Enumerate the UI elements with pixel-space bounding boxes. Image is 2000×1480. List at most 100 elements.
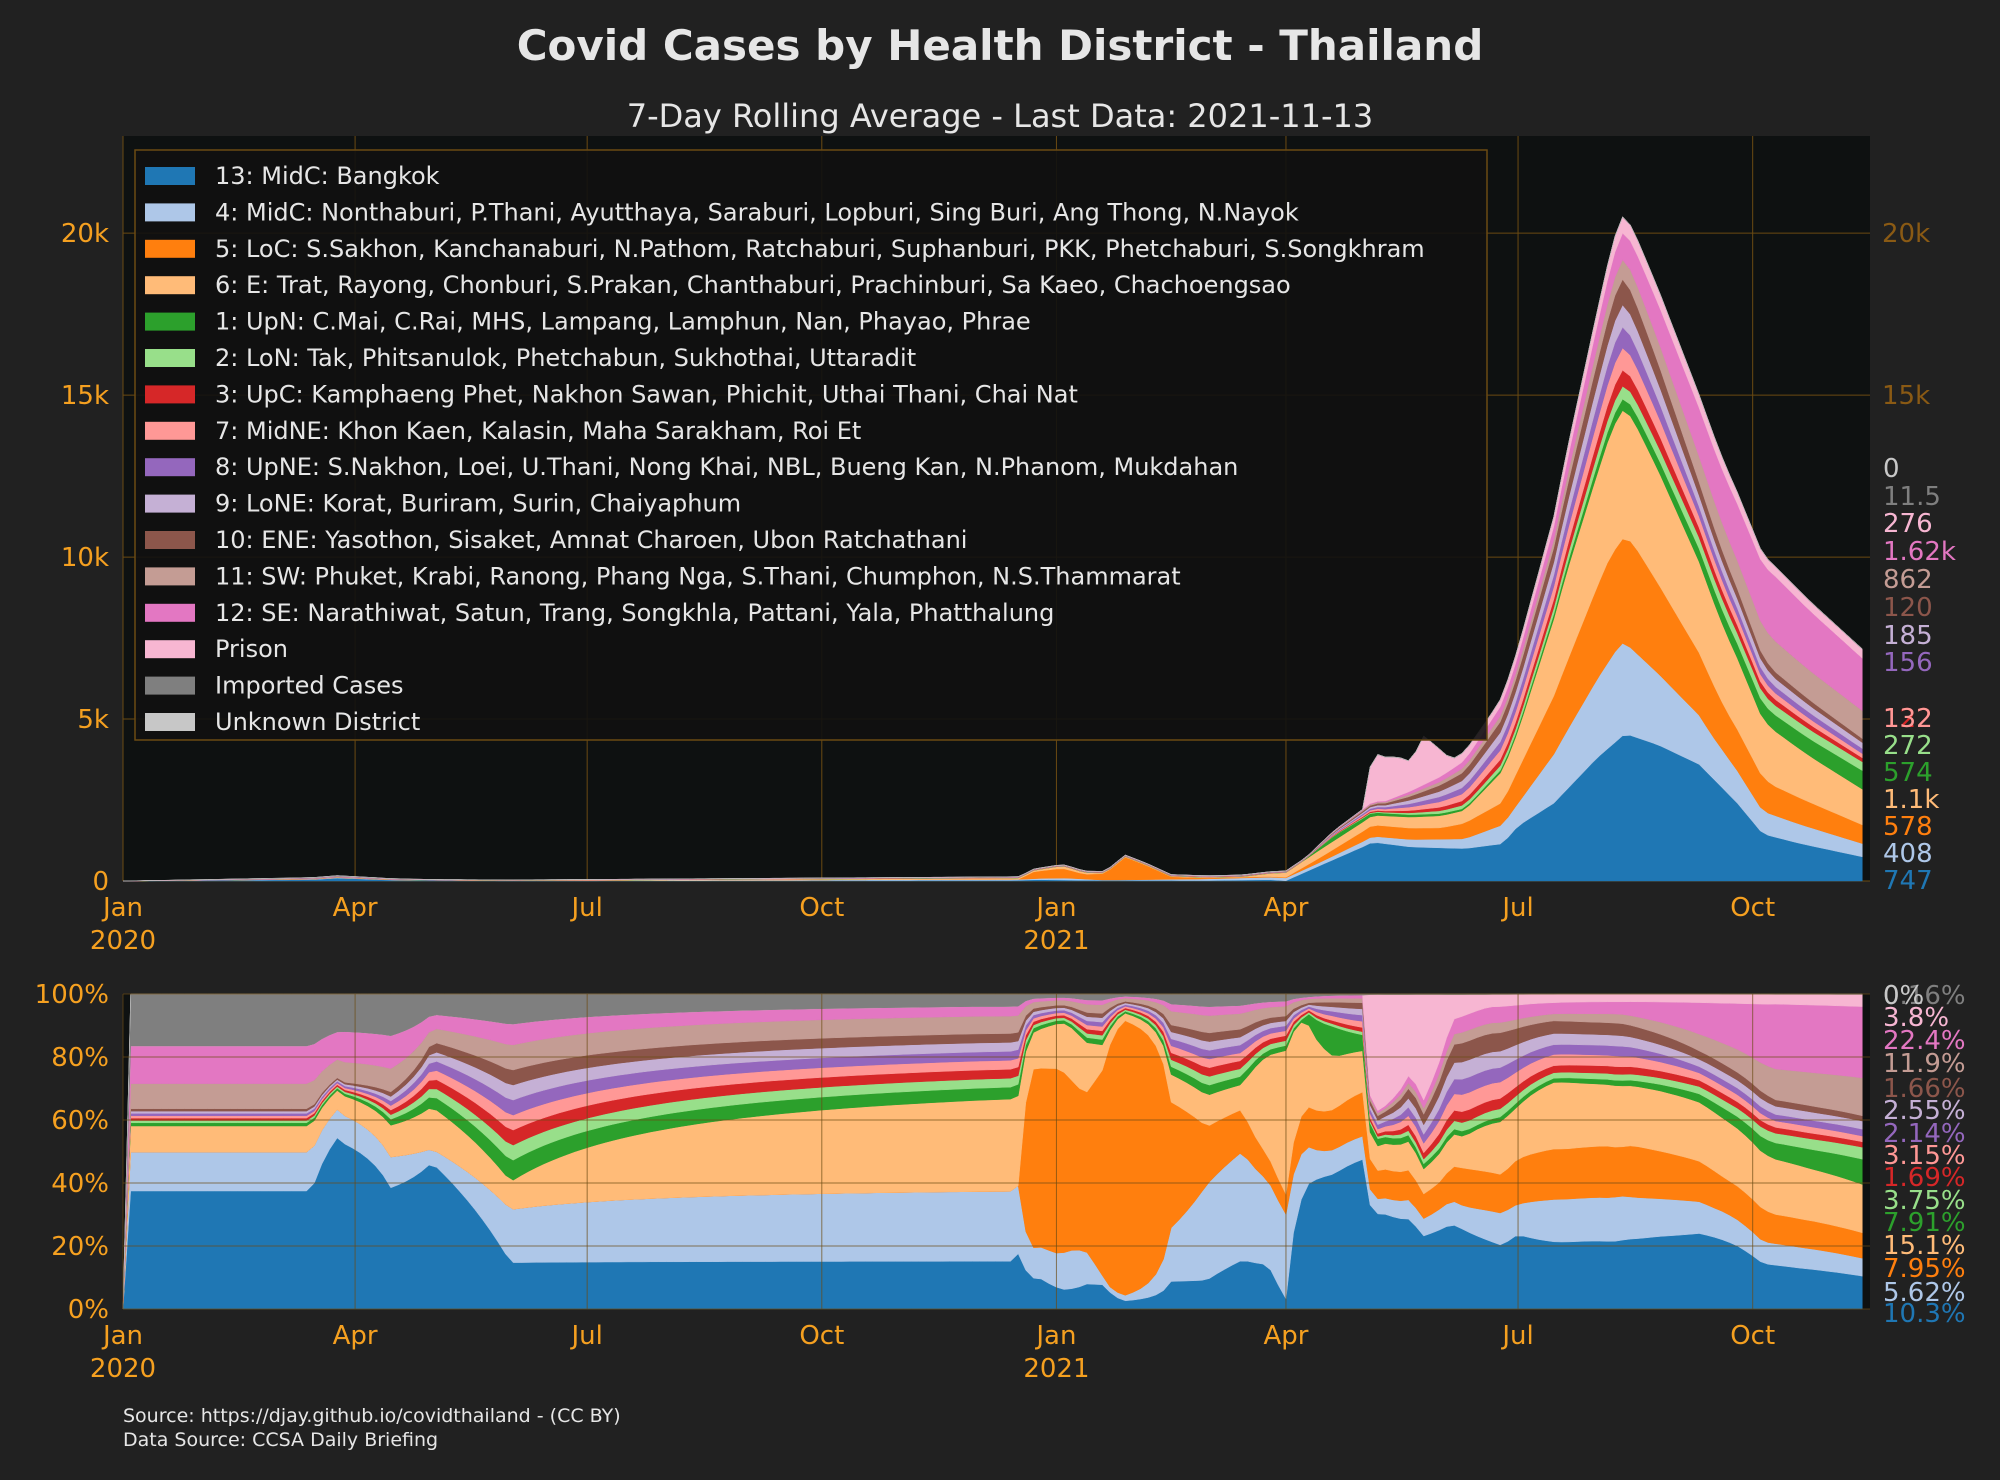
top-end-label-9: 185 <box>1883 621 1933 651</box>
legend-swatch-13 <box>145 640 195 659</box>
bottom-areas <box>122 993 1863 1310</box>
legend-label-7: 7: MidNE: Khon Kaen, Kalasin, Maha Sarak… <box>215 417 861 445</box>
top-xtick-label-7: Oct <box>1730 893 1775 923</box>
legend-label-15: Unknown District <box>215 708 420 736</box>
bottom-xtick-label-2: Jul <box>569 1321 602 1351</box>
top-end-label-8: 156 <box>1883 648 1933 678</box>
legend: 13: MidC: Bangkok 4: MidC: Nonthaburi, P.… <box>145 162 1425 736</box>
top-xtick-label-1: Apr <box>333 893 378 923</box>
legend-swatch-0 <box>145 167 195 185</box>
legend-swatch-10 <box>145 531 195 549</box>
legend-swatch-4 <box>145 312 195 331</box>
bottom-end-label-7: 3.15% <box>1883 1141 1966 1171</box>
bottom-end-label-0: 10.3% <box>1883 1299 1966 1329</box>
bottom-ytick-label-4: 80% <box>51 1043 109 1073</box>
legend-label-2: 5: LoC: S.Sakhon, Kanchanaburi, N.Pathom… <box>215 235 1425 263</box>
top-right-ytick-label-0: 15k <box>1882 381 1930 411</box>
top-legend-box <box>134 149 1488 741</box>
bottom-xtick-label-0: Jan <box>101 1321 143 1351</box>
legend-swatch-3 <box>145 276 195 295</box>
top-xtick-label-0: Jan <box>101 893 143 923</box>
top-end-label-5: 272 <box>1883 731 1933 761</box>
top-ytick-label-0: 0 <box>92 867 109 897</box>
source-line-2: Data Source: CCSA Daily Briefing <box>123 1429 438 1451</box>
bottom-xtick-label-1: Apr <box>333 1321 378 1351</box>
bottom-xtick-year-4: 2021 <box>1023 1354 1089 1384</box>
top-end-label-7: 132 <box>1883 704 1933 734</box>
top-xtick-label-4: Jan <box>1034 893 1076 923</box>
bottom-xtick-label-5: Apr <box>1263 1321 1308 1351</box>
bottom-end-label-3: 15.1% <box>1883 1231 1966 1261</box>
top-end-label-2: 578 <box>1883 812 1933 842</box>
top-end-label-3: 1.1k <box>1883 785 1939 815</box>
legend-label-1: 4: MidC: Nonthaburi, P.Thani, Ayutthaya,… <box>215 198 1299 226</box>
legend-label-8: 8: UpNE: S.Nakhon, Loei, U.Thani, Nong K… <box>215 453 1238 481</box>
legend-swatch-1 <box>145 203 195 222</box>
top-end-label-0: 747 <box>1883 866 1933 896</box>
bottom-end-label-6: 1.69% <box>1883 1163 1966 1193</box>
top-area-series-15 <box>122 216 1863 882</box>
bottom-end-label-11: 11.9% <box>1883 1049 1966 1079</box>
legend-swatch-12 <box>145 603 195 622</box>
top-end-label-10: 120 <box>1883 593 1933 623</box>
legend-swatch-9 <box>145 494 195 513</box>
legend-label-14: Imported Cases <box>215 672 404 700</box>
bottom-end-label-5: 3.75% <box>1883 1186 1966 1216</box>
bottom-end-label-14: 0.16% <box>1883 981 1966 1011</box>
bottom-end-label-2: 7.95% <box>1883 1254 1966 1284</box>
legend-swatch-2 <box>145 239 195 258</box>
bottom-xtick-label-7: Oct <box>1730 1321 1775 1351</box>
source-line-1: Source: https://djay.github.io/covidthai… <box>123 1405 621 1427</box>
legend-label-0: 13: MidC: Bangkok <box>215 162 440 190</box>
top-areas <box>122 216 1863 882</box>
bottom-ytick-label-1: 20% <box>51 1232 109 1262</box>
top-ytick-label-4: 20k <box>61 219 109 249</box>
top-end-label-13: 276 <box>1883 509 1933 539</box>
bottom-ytick-label-0: 0% <box>68 1295 109 1325</box>
top-xtick-label-2: Jul <box>569 893 602 923</box>
top-ytick-label-1: 5k <box>77 705 109 735</box>
bottom-end-label-1: 5.62% <box>1883 1278 1966 1308</box>
top-xtick-label-3: Oct <box>799 893 844 923</box>
bottom-grid <box>122 993 1870 1310</box>
top-ytick-label-2: 10k <box>61 543 109 573</box>
legend-swatch-14 <box>145 676 195 695</box>
legend-swatch-6 <box>145 385 195 404</box>
bottom-ytick-label-3: 60% <box>51 1106 109 1136</box>
legend-label-11: 11: SW: Phuket, Krabi, Ranong, Phang Nga… <box>215 562 1181 590</box>
legend-label-3: 6: E: Trat, Rayong, Chonburi, S.Prakan, … <box>215 271 1291 299</box>
legend-swatch-8 <box>145 458 195 477</box>
legend-swatch-5 <box>145 349 195 367</box>
bottom-xtick-label-4: Jan <box>1034 1321 1076 1351</box>
bottom-end-label-12: 22.4% <box>1883 1026 1966 1056</box>
bottom-end-label-8: 2.14% <box>1883 1119 1966 1149</box>
bottom-end-label-4: 7.91% <box>1883 1208 1966 1238</box>
bottom-end-label-13: 3.8% <box>1883 1003 1949 1033</box>
top-xtick-label-5: Apr <box>1263 893 1308 923</box>
legend-swatch-15 <box>145 713 195 731</box>
chart-subtitle: 7-Day Rolling Average - Last Data: 2021-… <box>627 97 1374 135</box>
bottom-ytick-label-2: 40% <box>51 1169 109 1199</box>
bottom-ytick-label-5: 100% <box>35 980 109 1010</box>
legend-label-12: 12: SE: Narathiwat, Satun, Trang, Songkh… <box>215 599 1054 627</box>
legend-label-13: Prison <box>215 635 288 663</box>
legend-swatch-11 <box>145 567 195 586</box>
legend-label-5: 2: LoN: Tak, Phitsanulok, Phetchabun, Su… <box>215 344 916 372</box>
legend-label-10: 10: ENE: Yasothon, Sisaket, Amnat Charoe… <box>215 526 967 554</box>
top-end-label-12: 1.62k <box>1883 537 1956 567</box>
bottom-xtick-label-3: Oct <box>799 1321 844 1351</box>
top-xtick-year-4: 2021 <box>1023 926 1089 956</box>
bottom-end-label-9: 2.55% <box>1883 1096 1966 1126</box>
top-end-label-4: 574 <box>1883 758 1933 788</box>
top-end-label-6: 122 <box>1883 704 1933 734</box>
legend-label-9: 9: LoNE: Korat, Buriram, Surin, Chaiyaph… <box>215 490 741 518</box>
legend-label-4: 1: UpN: C.Mai, C.Rai, MHS, Lampang, Lamp… <box>215 308 1031 336</box>
chart-title: Covid Cases by Health District - Thailan… <box>517 21 1484 70</box>
bottom-end-label-10: 1.66% <box>1883 1074 1966 1104</box>
bottom-xtick-year-0: 2020 <box>90 1354 156 1384</box>
top-end-label-15: 0 <box>1883 454 1900 484</box>
